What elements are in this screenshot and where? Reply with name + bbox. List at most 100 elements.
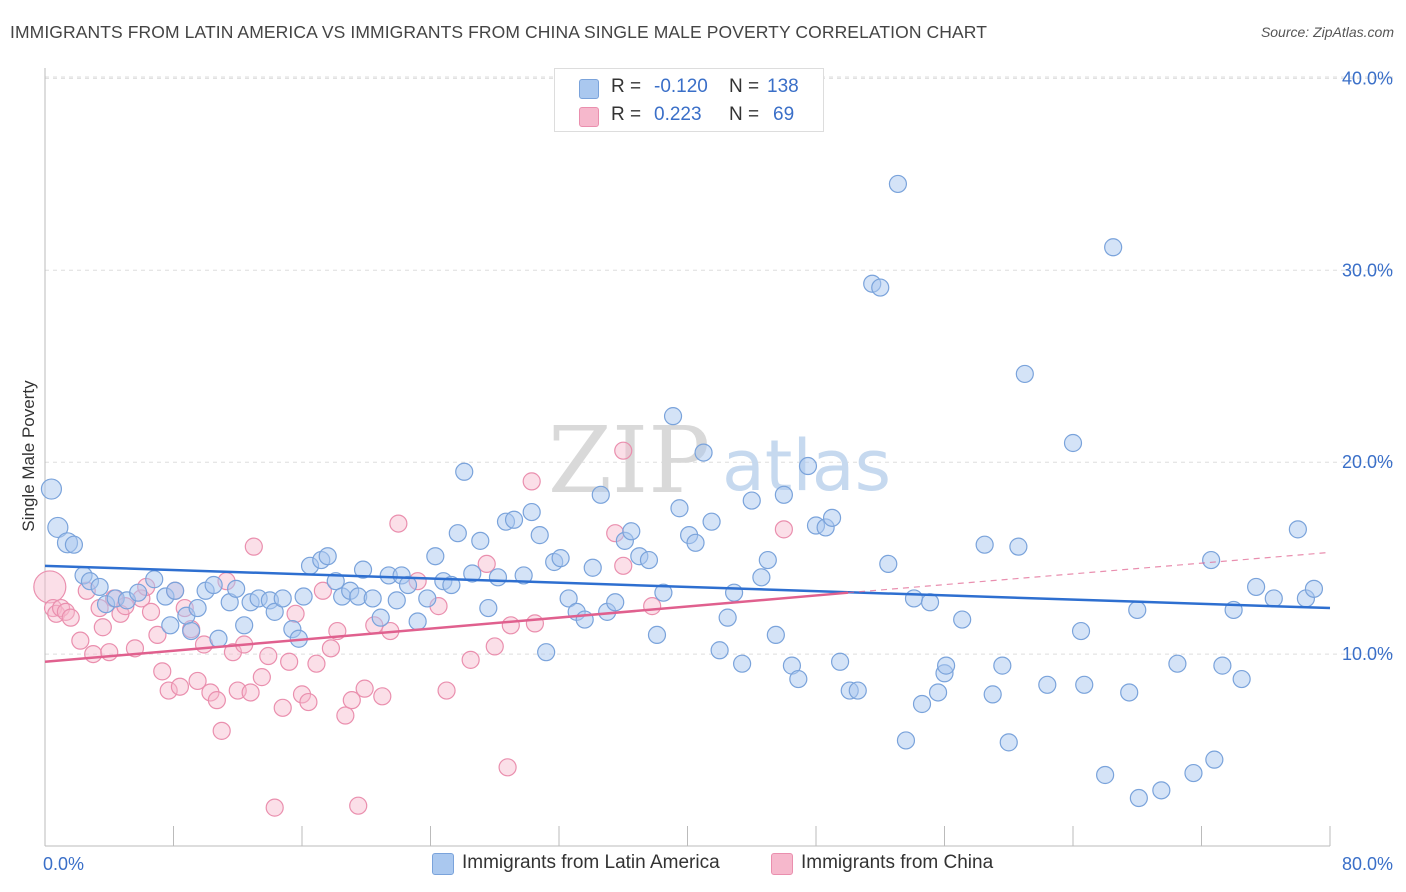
china-point	[280, 652, 299, 671]
y-tick-label: 10.0%	[1342, 644, 1393, 664]
legend-row-china: R = 0.223 N = 69	[555, 101, 823, 129]
china-point	[100, 643, 119, 662]
latin-america-point	[718, 608, 737, 627]
latin-america-points	[40, 174, 1324, 808]
latin-america-point	[161, 616, 180, 635]
latin-america-point	[463, 564, 482, 583]
latin-america-point	[879, 554, 898, 574]
legend-n-value: 138	[767, 76, 799, 97]
latin-america-point	[1304, 579, 1324, 598]
latin-america-point	[1184, 763, 1203, 783]
china-point	[355, 679, 374, 698]
latin-america-point	[647, 625, 667, 645]
china-point	[286, 604, 305, 623]
china-point	[252, 668, 271, 687]
china-point	[477, 554, 496, 574]
latin-america-point	[273, 589, 292, 608]
latin-america-point	[606, 593, 625, 612]
china-point	[170, 677, 190, 696]
legend-n-value: 69	[773, 104, 795, 125]
latin-america-point	[559, 589, 578, 608]
latin-america-point	[789, 669, 808, 689]
latin-america-point	[145, 570, 164, 589]
latin-america-point	[798, 456, 818, 476]
watermark-zip: ZIP	[548, 407, 710, 514]
x-tick-left: 0.0%	[43, 854, 84, 874]
latin-america-point	[1104, 238, 1123, 257]
latin-america-point	[530, 526, 549, 545]
latin-america-point	[830, 652, 850, 671]
latin-america-point	[408, 612, 427, 631]
bottom-legend-label: Immigrants from Latin America	[462, 852, 720, 873]
bottom-legend-swatch-blue	[432, 853, 454, 875]
latin-america-point	[896, 731, 916, 750]
latin-america-point	[40, 478, 63, 500]
latin-america-point	[654, 583, 673, 602]
legend-n-label: N =	[729, 76, 760, 97]
latin-america-point	[442, 575, 461, 595]
latin-america-point	[418, 589, 437, 608]
china-point	[84, 644, 103, 664]
china-point	[313, 581, 332, 600]
latin-america-point	[742, 491, 761, 510]
latin-america-point	[639, 550, 659, 570]
latin-america-point	[64, 535, 84, 554]
latin-america-point	[1213, 656, 1232, 675]
latin-america-point	[479, 598, 498, 618]
latin-america-point	[504, 510, 524, 529]
trend-lines	[44, 551, 1331, 664]
latin-america-point	[774, 485, 793, 504]
latin-america-point	[1202, 550, 1221, 570]
china-point	[461, 650, 480, 669]
latin-america-point	[1015, 364, 1034, 384]
legend-r-value: 0.223	[654, 104, 702, 125]
latin-america-point	[724, 583, 744, 602]
latin-america-point	[1152, 781, 1171, 800]
china-point	[259, 646, 278, 666]
latin-america-point	[1205, 750, 1224, 769]
china-trend-extension	[848, 551, 1331, 594]
china-point	[389, 514, 408, 533]
latin-america-point	[90, 577, 109, 597]
latin-america-point	[848, 681, 867, 700]
latin-america-point	[822, 508, 842, 527]
china-point	[307, 654, 326, 673]
latin-america-point	[702, 512, 721, 531]
latin-america-point	[1096, 765, 1115, 785]
latin-america-point	[1075, 675, 1094, 694]
latin-america-point	[758, 550, 777, 570]
latin-america-point	[710, 641, 729, 660]
latin-america-point	[1129, 788, 1148, 808]
china-point	[342, 691, 361, 710]
china-point	[373, 687, 392, 706]
china-point	[71, 631, 90, 650]
source-label: Source: ZipAtlas.com	[1260, 24, 1394, 40]
latin-america-point	[1264, 589, 1283, 608]
y-tick-label: 20.0%	[1342, 452, 1393, 472]
latin-america-point	[326, 572, 345, 591]
latin-america-point	[47, 516, 69, 539]
china-point	[244, 537, 263, 556]
china-point	[273, 698, 292, 717]
legend-row-latin-america: R = -0.120 N = 138	[555, 73, 823, 101]
china-point	[188, 671, 207, 691]
latin-america-point	[371, 608, 390, 627]
latin-america-point	[999, 733, 1018, 752]
china-point	[321, 639, 341, 658]
latin-america-point	[294, 587, 313, 606]
latin-america-point	[551, 549, 570, 568]
latin-america-point	[1288, 520, 1307, 539]
latin-america-point	[1232, 669, 1251, 689]
china-point	[501, 616, 520, 635]
latin-america-point	[733, 654, 752, 673]
latin-america-point	[353, 560, 373, 579]
latin-america-point	[993, 656, 1012, 675]
china-point	[61, 608, 80, 627]
china-point	[207, 691, 226, 710]
china-point	[299, 692, 318, 712]
latin-america-point	[363, 589, 382, 608]
china-point	[212, 721, 231, 740]
latin-america-point	[1038, 675, 1057, 694]
correlation-legend: R = -0.120 N = 138 R = 0.223 N = 69	[554, 68, 824, 132]
